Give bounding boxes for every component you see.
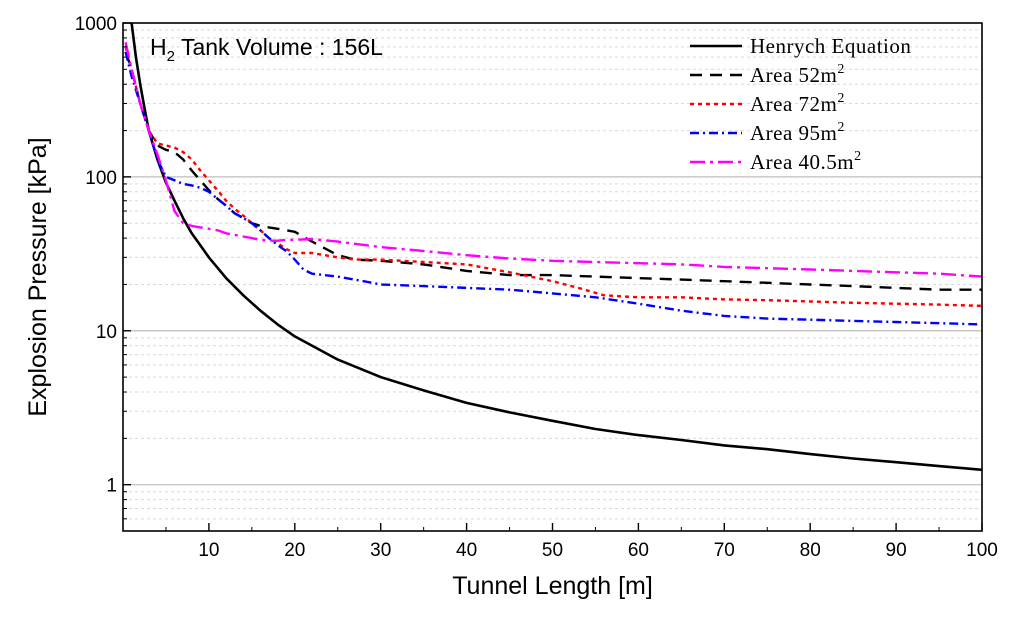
y-tick-label: 1 — [106, 476, 117, 497]
legend-label-text: Area 72m — [750, 92, 837, 116]
x-tick-label: 40 — [456, 540, 477, 561]
x-tick-label: 60 — [628, 540, 649, 561]
legend-label-2: Area 52m2 — [750, 62, 845, 87]
y-axis-title: Explosion Pressure [kPa] — [24, 137, 52, 416]
legend-label-superscript: 2 — [837, 120, 845, 135]
tank-volume-annotation: H2 Tank Volume : 156L — [150, 34, 383, 65]
gridlines — [123, 29, 982, 532]
legend-label-text: Area 40.5m — [750, 150, 854, 174]
x-tick-label: 90 — [886, 540, 907, 561]
x-tick-label: 10 — [198, 540, 219, 561]
x-tick-label: 20 — [284, 540, 305, 561]
legend-label-4: Area 95m2 — [750, 120, 845, 145]
y-tick-label: 10 — [96, 322, 117, 343]
x-tick-label: 30 — [370, 540, 391, 561]
annotation-prefix: H — [150, 34, 167, 60]
x-tick-label: 50 — [542, 540, 563, 561]
legend-label-superscript: 2 — [854, 149, 862, 164]
x-tick-label: 80 — [800, 540, 821, 561]
ticks — [123, 22, 983, 532]
legend-label-text: Area 52m — [750, 63, 837, 87]
y-tick-label: 1000 — [75, 14, 117, 35]
annotation-subscript: 2 — [167, 48, 175, 65]
legend-label-text: Area 95m — [750, 121, 837, 145]
series-layer — [124, 23, 982, 472]
y-tick-label: 100 — [85, 168, 117, 189]
annotation-rest: Tank Volume : 156L — [175, 34, 383, 60]
legend-label-superscript: 2 — [837, 62, 845, 77]
x-axis-title: Tunnel Length [m] — [452, 572, 653, 600]
x-tick-label: 70 — [714, 540, 735, 561]
plot-frame — [122, 22, 983, 532]
series-line-4 — [124, 51, 982, 326]
series-line-2 — [124, 51, 982, 291]
legend-label-superscript: 2 — [837, 91, 845, 106]
x-tick-label: 100 — [966, 540, 998, 561]
legend-label-1: Henrych Equation — [750, 34, 911, 58]
series-line-1 — [130, 23, 982, 472]
tick-labels: 1 10 100 1000 10 20 30 40 50 60 70 80 90 100 — [75, 14, 998, 561]
series-line-5 — [124, 41, 982, 278]
legend-label-3: Area 72m2 — [750, 91, 845, 116]
legend-label-text: Henrych Equation — [750, 34, 911, 58]
legend-label-5: Area 40.5m2 — [750, 149, 862, 174]
